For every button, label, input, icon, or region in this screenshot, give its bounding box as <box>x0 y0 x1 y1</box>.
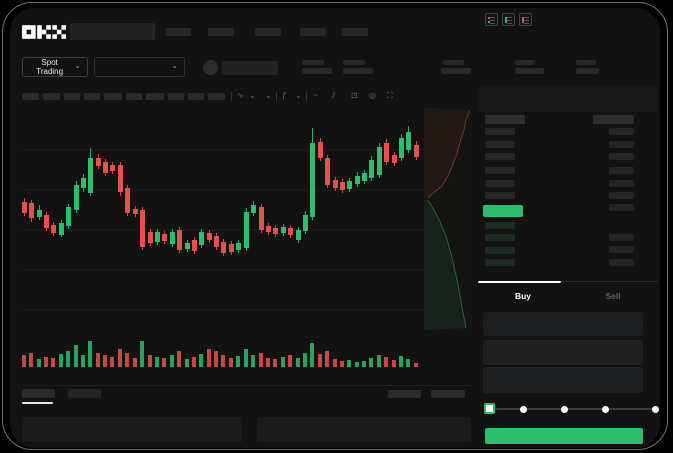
stat-skeleton <box>443 60 464 65</box>
orderbook-col-header <box>485 115 525 124</box>
stat-skeleton <box>343 68 373 74</box>
stat-skeleton <box>441 68 471 74</box>
timeframe-skeleton[interactable] <box>126 93 142 100</box>
market-type-label: Spot Trading <box>36 58 64 76</box>
section-divider <box>22 385 472 386</box>
timeframe-skeleton[interactable] <box>43 93 60 100</box>
nav-item-skeleton[interactable] <box>165 28 191 36</box>
stat-skeleton <box>515 68 544 74</box>
indicators-icon[interactable]: ƒ <box>282 91 287 100</box>
chart-type-icon[interactable]: ∿ <box>237 91 244 100</box>
order-input-skeleton[interactable] <box>483 367 643 393</box>
device-frame-outline <box>2 2 668 450</box>
camera-icon[interactable]: ⊡ <box>351 91 358 100</box>
tab-buy[interactable]: Buy <box>478 287 568 305</box>
timeframe-skeleton[interactable] <box>188 93 204 100</box>
orderbook-row-skeleton <box>485 128 515 135</box>
orderbook-row-skeleton <box>609 128 634 135</box>
pair-name-skeleton <box>222 61 278 75</box>
settings-icon[interactable]: ◎ <box>369 91 376 100</box>
bottom-tab-active-indicator <box>22 402 53 404</box>
timeframe-skeleton[interactable] <box>84 93 100 100</box>
slider-stop[interactable] <box>652 406 659 413</box>
bottom-action-skeleton[interactable] <box>431 390 465 398</box>
orderbook-row-skeleton <box>609 192 634 199</box>
orderbook-row-skeleton <box>485 234 515 242</box>
coin-avatar[interactable] <box>203 60 218 75</box>
stat-skeleton <box>302 68 332 74</box>
chevron-down-icon[interactable]: ⌄ <box>265 91 272 100</box>
compare-icon[interactable]: ⫽ <box>332 91 336 100</box>
orderbook-row-skeleton <box>609 258 634 266</box>
slider-handle[interactable] <box>484 403 495 414</box>
app-screen: Spot Trading ⌄ ⌄ ∿ ⌄ ⌄ ƒ ⌄ <box>10 8 660 448</box>
timeframe-skeleton[interactable] <box>208 93 225 100</box>
orderbook-row-skeleton <box>485 259 515 267</box>
orderbook-row-skeleton <box>485 246 515 254</box>
orderbook-row-skeleton <box>609 153 634 160</box>
orderbook-row-skeleton <box>485 141 515 148</box>
search-skeleton[interactable] <box>70 23 155 40</box>
line-tool-icon[interactable]: ~ <box>313 91 318 100</box>
order-input-skeleton[interactable] <box>483 340 643 365</box>
orderbook-sell-side-icon[interactable] <box>519 13 532 26</box>
orderbook-toolbar <box>478 86 658 112</box>
timeframe-skeleton[interactable] <box>22 93 39 100</box>
timeframe-skeleton[interactable] <box>104 93 122 100</box>
orderbook-row-skeleton <box>609 204 634 211</box>
nav-item-skeleton[interactable] <box>341 28 368 36</box>
chevron-down-icon: ⌄ <box>74 61 81 70</box>
bottom-panel-skeleton <box>257 417 471 442</box>
order-input-skeleton[interactable] <box>483 312 643 336</box>
nav-item-skeleton[interactable] <box>208 28 234 36</box>
bottom-tab-skeleton-active[interactable] <box>22 389 55 398</box>
orderbook-row-skeleton <box>485 192 515 199</box>
timeframe-skeleton[interactable] <box>64 93 80 100</box>
last-price-badge <box>483 205 523 217</box>
nav-item-skeleton[interactable] <box>255 28 281 36</box>
tab-divider <box>478 281 658 282</box>
stat-skeleton <box>343 60 365 65</box>
buy-tab-active-indicator <box>478 280 561 283</box>
orderbook-col-header <box>593 115 634 124</box>
orderbook-row-skeleton <box>609 141 634 148</box>
chevron-down-icon: ⌄ <box>171 61 178 70</box>
chevron-down-icon[interactable]: ⌄ <box>249 91 256 100</box>
slider-stop[interactable] <box>602 406 609 413</box>
okx-logo <box>22 25 66 39</box>
chevron-down-icon[interactable]: ⌄ <box>295 91 302 100</box>
amount-slider-track[interactable] <box>488 408 658 410</box>
pair-selector[interactable]: ⌄ <box>94 57 185 77</box>
orderbook-both-sides-icon[interactable] <box>485 13 498 26</box>
submit-order-button[interactable] <box>485 428 643 444</box>
bottom-panel-skeleton <box>22 417 242 442</box>
slider-stop[interactable] <box>520 406 527 413</box>
orderbook-row-skeleton <box>609 234 634 241</box>
orderbook-row-skeleton <box>609 180 634 187</box>
tab-sell[interactable]: Sell <box>568 287 658 305</box>
candlestick-chart[interactable] <box>22 103 424 373</box>
orderbook-row-skeleton <box>485 167 515 174</box>
fullscreen-icon[interactable]: ⛶ <box>387 91 393 100</box>
orderbook-row-skeleton <box>485 222 515 229</box>
stat-skeleton <box>576 60 596 65</box>
timeframe-skeleton[interactable] <box>146 93 164 100</box>
depth-chart <box>424 108 472 330</box>
orderbook-row-skeleton <box>609 246 634 254</box>
bottom-action-skeleton[interactable] <box>388 390 421 398</box>
orderbook-row-skeleton <box>485 153 515 160</box>
stat-skeleton <box>576 68 599 74</box>
bottom-tab-skeleton[interactable] <box>68 389 101 398</box>
slider-stop[interactable] <box>561 406 568 413</box>
orderbook-buy-side-icon[interactable] <box>502 13 515 26</box>
nav-item-skeleton[interactable] <box>300 28 326 36</box>
timeframe-skeleton[interactable] <box>168 93 184 100</box>
orderbook-row-skeleton <box>609 167 634 174</box>
orderbook-row-skeleton <box>485 180 515 187</box>
stat-skeleton <box>515 60 534 65</box>
stat-skeleton <box>302 60 324 65</box>
market-type-selector[interactable]: Spot Trading ⌄ <box>22 57 88 77</box>
